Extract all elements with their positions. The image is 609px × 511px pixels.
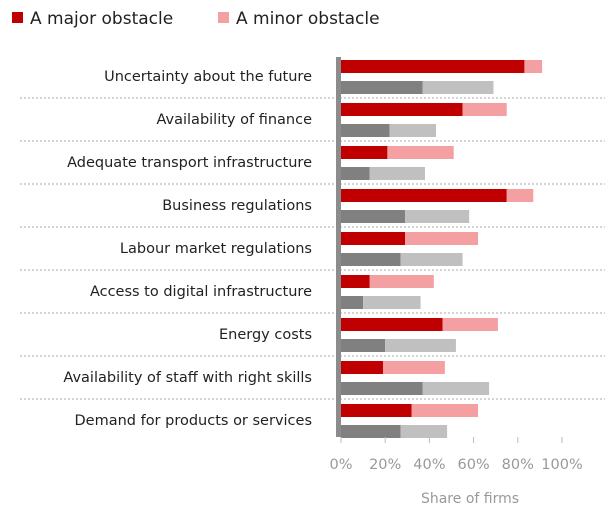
bar [341,339,386,352]
bar [400,425,448,438]
bar [341,275,370,288]
category-label: Availability of staff with right skills [63,370,312,386]
bar [341,103,463,116]
bar [422,81,494,94]
bar [369,275,434,288]
bar [341,318,443,331]
bar [385,339,456,352]
legend-swatch [12,12,23,23]
bar [341,382,423,395]
x-tick-label: 80% [502,457,534,473]
bar [341,253,401,266]
bar [341,124,390,137]
bar [341,167,370,180]
bar [341,210,406,223]
bar [341,361,383,374]
bar [341,189,507,202]
bar [341,146,388,159]
bar [506,189,534,202]
bar [442,318,498,331]
bar [462,103,507,116]
x-tick-label: 40% [413,457,445,473]
bar [387,146,454,159]
bar [341,60,525,73]
legend-label: A major obstacle [30,9,173,29]
legend-label: A minor obstacle [236,9,380,29]
category-label: Energy costs [219,327,312,343]
bar [382,361,445,374]
category-label: Access to digital infrastructure [90,284,312,300]
category-label: Availability of finance [156,112,312,128]
category-label: Uncertainty about the future [104,69,312,85]
category-label: Demand for products or services [74,413,312,429]
legend-swatch [218,12,229,23]
x-tick-label: 100% [541,457,582,473]
category-label: Labour market regulations [120,241,312,257]
bar [369,167,425,180]
bar [389,124,437,137]
bar [524,60,543,73]
bar [341,296,364,309]
bar [400,253,463,266]
bar [405,210,470,223]
category-label: Business regulations [162,198,312,214]
x-tick-label: 60% [457,457,489,473]
bar [341,81,423,94]
y-axis-line [336,57,341,437]
bar [341,232,406,245]
bar [341,404,412,417]
bar [405,232,479,245]
bar [411,404,479,417]
x-tick-label: 20% [369,457,401,473]
bar [363,296,421,309]
bar [341,425,401,438]
x-tick-label: 0% [329,457,352,473]
category-label: Adequate transport infrastructure [67,155,312,171]
bar [422,382,490,395]
x-axis-label: Share of firms [421,491,519,507]
